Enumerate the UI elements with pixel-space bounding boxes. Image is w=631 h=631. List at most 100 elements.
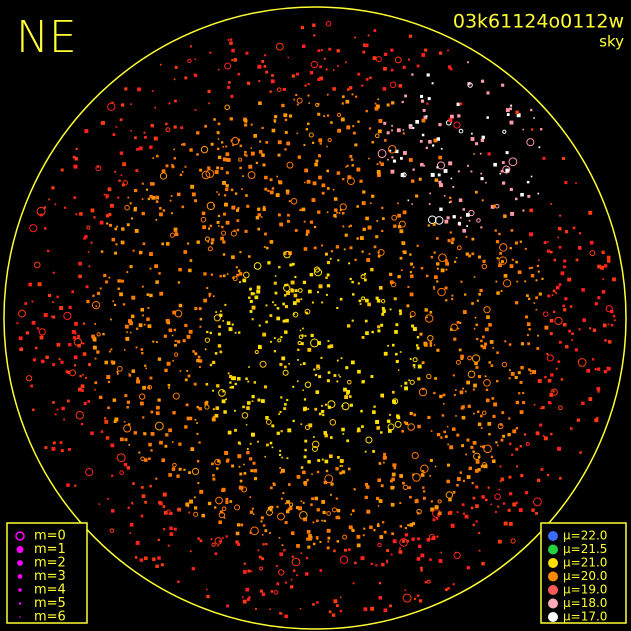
legend-mu-label: μ=21.5 (563, 542, 607, 556)
star (448, 161, 453, 166)
star (276, 505, 279, 508)
star (271, 424, 275, 428)
star (253, 477, 258, 481)
star (43, 313, 48, 318)
star (318, 175, 322, 180)
star (82, 373, 84, 376)
star (39, 213, 43, 217)
star (340, 117, 345, 122)
star (409, 523, 414, 527)
star (56, 408, 59, 411)
star (82, 342, 85, 345)
star (445, 261, 450, 266)
frame-id: 03k61124o0112w (453, 11, 624, 33)
star (436, 137, 441, 141)
star (265, 543, 268, 546)
star (492, 204, 496, 208)
star (578, 247, 582, 250)
star (165, 318, 170, 323)
star (231, 323, 234, 326)
star (497, 444, 499, 447)
star (86, 299, 90, 304)
star (258, 324, 261, 327)
star (478, 292, 482, 296)
star (216, 467, 219, 470)
star (451, 525, 455, 528)
star (537, 270, 540, 273)
star (258, 150, 263, 154)
star (336, 49, 340, 53)
star (284, 305, 289, 309)
star (606, 259, 611, 263)
star (320, 356, 323, 359)
star (455, 359, 461, 365)
star (109, 528, 115, 533)
star (58, 358, 61, 361)
star (180, 126, 184, 130)
star (339, 203, 347, 211)
star (316, 519, 319, 523)
star (288, 502, 294, 507)
star (117, 196, 120, 199)
star (273, 350, 277, 353)
star (446, 479, 450, 484)
star (95, 305, 97, 307)
star (286, 398, 289, 402)
star (505, 168, 510, 173)
star (228, 81, 231, 84)
star (73, 364, 77, 367)
star (92, 345, 97, 350)
star (75, 147, 78, 150)
star (553, 258, 557, 262)
star (468, 466, 473, 471)
star (305, 572, 309, 576)
star (48, 198, 50, 201)
star (155, 154, 159, 158)
star (456, 320, 460, 324)
star (362, 190, 366, 194)
star (171, 212, 173, 215)
star (470, 170, 473, 173)
star (413, 366, 416, 369)
star (313, 436, 315, 438)
star (434, 178, 439, 182)
star (376, 163, 379, 166)
star (487, 152, 491, 156)
star (389, 81, 397, 89)
star (30, 384, 34, 388)
star (366, 509, 371, 514)
star (254, 349, 259, 354)
star (241, 596, 244, 599)
star (449, 231, 452, 234)
star (506, 113, 510, 116)
star (481, 79, 485, 83)
star (393, 297, 397, 301)
star (290, 280, 295, 285)
star (326, 260, 331, 265)
star (459, 471, 462, 474)
star (524, 280, 527, 283)
star (249, 531, 252, 534)
star (424, 314, 434, 323)
star (404, 526, 407, 530)
star (471, 237, 475, 241)
star (541, 277, 544, 280)
star (264, 455, 267, 458)
star (222, 180, 227, 185)
star (259, 589, 263, 593)
star (144, 135, 147, 139)
star (454, 389, 457, 392)
star (74, 321, 78, 326)
star (194, 58, 197, 61)
star (594, 302, 598, 306)
star (382, 87, 387, 91)
star (428, 203, 431, 205)
star (434, 216, 444, 225)
star (284, 403, 287, 406)
star (396, 128, 401, 133)
star (226, 273, 229, 276)
star (373, 29, 377, 32)
star (32, 358, 36, 362)
star (269, 314, 273, 318)
star (467, 164, 469, 167)
